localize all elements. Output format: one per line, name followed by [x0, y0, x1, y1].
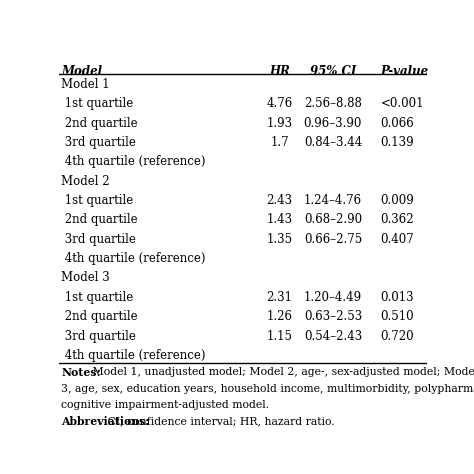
Text: 95% CI: 95% CI [310, 65, 356, 78]
Text: Model 3: Model 3 [61, 272, 110, 284]
Text: 4th quartile (reference): 4th quartile (reference) [61, 252, 206, 265]
Text: 4th quartile (reference): 4th quartile (reference) [61, 155, 206, 168]
Text: 1st quartile: 1st quartile [61, 194, 133, 207]
Text: 2.31: 2.31 [267, 291, 292, 304]
Text: 3rd quartile: 3rd quartile [61, 329, 136, 343]
Text: HR: HR [269, 65, 290, 78]
Text: Model 1: Model 1 [61, 78, 109, 91]
Text: 2nd quartile: 2nd quartile [61, 310, 138, 323]
Text: 1.24–4.76: 1.24–4.76 [304, 194, 362, 207]
Text: 3rd quartile: 3rd quartile [61, 136, 136, 149]
Text: 0.96–3.90: 0.96–3.90 [304, 117, 362, 130]
Text: 3rd quartile: 3rd quartile [61, 233, 136, 246]
Text: 3, age, sex, education years, household income, multimorbidity, polypharmacy, an: 3, age, sex, education years, household … [61, 383, 474, 393]
Text: <0.001: <0.001 [381, 97, 424, 110]
Text: 0.009: 0.009 [381, 194, 414, 207]
Text: CI, confidence interval; HR, hazard ratio.: CI, confidence interval; HR, hazard rati… [104, 416, 335, 427]
Text: 0.362: 0.362 [381, 213, 414, 227]
Text: 0.407: 0.407 [381, 233, 414, 246]
Text: cognitive impairment-adjusted model.: cognitive impairment-adjusted model. [61, 400, 269, 410]
Text: 0.720: 0.720 [381, 329, 414, 343]
Text: 4th quartile (reference): 4th quartile (reference) [61, 349, 206, 362]
Text: 0.510: 0.510 [381, 310, 414, 323]
Text: 2nd quartile: 2nd quartile [61, 117, 138, 130]
Text: 2.43: 2.43 [266, 194, 293, 207]
Text: 0.066: 0.066 [381, 117, 414, 130]
Text: 1st quartile: 1st quartile [61, 291, 133, 304]
Text: 1.20–4.49: 1.20–4.49 [304, 291, 362, 304]
Text: 1.35: 1.35 [266, 233, 293, 246]
Text: Model 2: Model 2 [61, 175, 109, 188]
Text: Model: Model [61, 65, 102, 78]
Text: 0.66–2.75: 0.66–2.75 [304, 233, 362, 246]
Text: 0.139: 0.139 [381, 136, 414, 149]
Text: 0.68–2.90: 0.68–2.90 [304, 213, 362, 227]
Text: 0.54–2.43: 0.54–2.43 [304, 329, 362, 343]
Text: 1.26: 1.26 [267, 310, 292, 323]
Text: Notes:: Notes: [61, 367, 100, 378]
Text: 1st quartile: 1st quartile [61, 97, 133, 110]
Text: 1.15: 1.15 [267, 329, 292, 343]
Text: P-value: P-value [381, 65, 429, 78]
Text: 1.7: 1.7 [270, 136, 289, 149]
Text: 1.43: 1.43 [266, 213, 293, 227]
Text: 0.84–3.44: 0.84–3.44 [304, 136, 362, 149]
Text: 0.013: 0.013 [381, 291, 414, 304]
Text: Model 1, unadjusted model; Model 2, age-, sex-adjusted model; Model: Model 1, unadjusted model; Model 2, age-… [89, 367, 474, 377]
Text: 4.76: 4.76 [266, 97, 293, 110]
Text: 1.93: 1.93 [266, 117, 293, 130]
Text: Abbreviations:: Abbreviations: [61, 416, 149, 428]
Text: 0.63–2.53: 0.63–2.53 [304, 310, 362, 323]
Text: 2nd quartile: 2nd quartile [61, 213, 138, 227]
Text: 2.56–8.88: 2.56–8.88 [304, 97, 362, 110]
